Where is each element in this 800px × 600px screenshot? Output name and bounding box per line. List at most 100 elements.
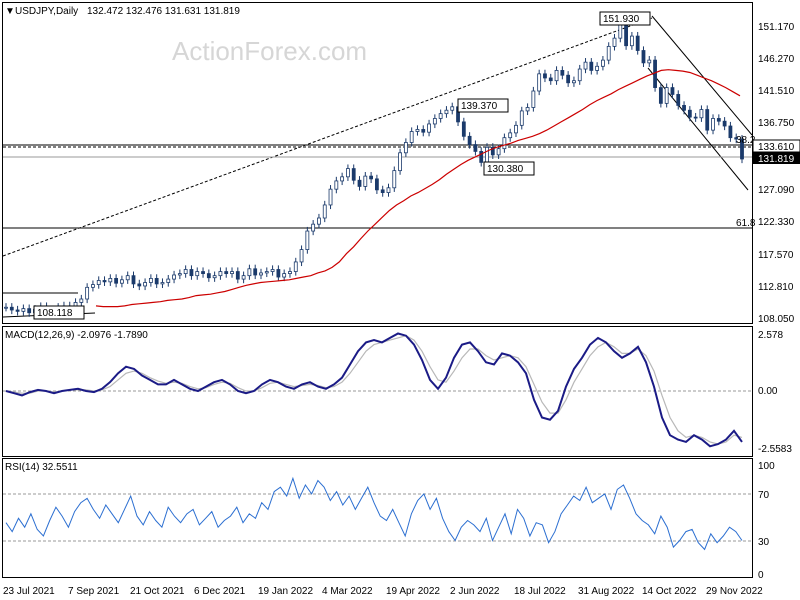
macd-tick: 2.578 bbox=[758, 330, 783, 341]
price-candle bbox=[392, 170, 397, 189]
price-candle bbox=[508, 132, 513, 139]
price-candle bbox=[682, 105, 686, 111]
price-candle bbox=[4, 306, 8, 309]
fib-38-label: 38.2 bbox=[736, 135, 756, 146]
price-candle bbox=[363, 175, 368, 187]
price-candle bbox=[403, 142, 408, 154]
y-tick-label: 112.810 bbox=[758, 282, 794, 293]
price-candle bbox=[218, 271, 223, 277]
price-candle bbox=[21, 308, 26, 312]
price-candle bbox=[658, 87, 663, 104]
price-candle bbox=[340, 176, 345, 182]
price-candle bbox=[554, 70, 559, 82]
price-candle bbox=[641, 50, 646, 64]
channel-lower bbox=[647, 67, 749, 191]
price-candle bbox=[502, 137, 507, 150]
price-candle bbox=[438, 113, 443, 119]
price-candle bbox=[305, 230, 310, 250]
price-candle bbox=[711, 118, 715, 131]
x-axis: 23 Jul 2021 7 Sep 2021 21 Oct 2021 6 Dec… bbox=[3, 586, 763, 597]
price-candle bbox=[9, 306, 14, 311]
rsi-tick: 100 bbox=[758, 461, 775, 472]
rsi-line bbox=[5, 476, 743, 551]
price-candle bbox=[577, 68, 582, 82]
price-candle bbox=[143, 282, 147, 287]
macd-tick: -2.5583 bbox=[758, 444, 792, 455]
price-candle bbox=[293, 261, 298, 272]
price-candle bbox=[548, 77, 553, 82]
y-tick-label: 136.750 bbox=[758, 118, 795, 129]
price-candle bbox=[102, 280, 107, 283]
price-candle bbox=[415, 129, 420, 132]
price-title: USDJPY,Daily bbox=[15, 6, 78, 17]
price-candle bbox=[346, 168, 350, 178]
price-candles bbox=[4, 16, 744, 317]
fib-61-label: 61.8 bbox=[736, 218, 756, 229]
price-candle bbox=[206, 273, 211, 279]
macd-tick: 0.00 bbox=[758, 386, 778, 397]
x-tick-label: 4 Mar 2022 bbox=[322, 586, 373, 597]
price-candle bbox=[537, 73, 542, 92]
macd-signal-line bbox=[5, 335, 743, 445]
price-candle bbox=[247, 268, 252, 277]
price-candle bbox=[595, 65, 600, 71]
price-candle bbox=[369, 175, 374, 180]
price-candle bbox=[311, 223, 316, 232]
price-candle bbox=[693, 116, 698, 119]
price-candle bbox=[212, 275, 217, 279]
price-candle bbox=[108, 278, 113, 283]
price-candle bbox=[566, 74, 571, 84]
price-candle bbox=[583, 61, 588, 70]
label-108118: 108.118 bbox=[37, 308, 73, 319]
price-candle bbox=[91, 284, 95, 288]
price-candle bbox=[670, 87, 675, 95]
price-candle bbox=[687, 109, 692, 118]
price-candle bbox=[172, 274, 176, 280]
rsi-title: RSI(14) 32.5511 bbox=[5, 462, 78, 473]
price-candle bbox=[601, 59, 605, 67]
price-candle bbox=[374, 178, 379, 191]
price-candle bbox=[519, 110, 524, 126]
macd-title: MACD(12,26,9) -2.0976 -1.7890 bbox=[5, 330, 148, 341]
price-candle bbox=[85, 286, 90, 300]
price-candle bbox=[629, 35, 634, 47]
label-139370-box bbox=[457, 98, 509, 113]
price-candle bbox=[427, 123, 431, 133]
price-candle bbox=[317, 217, 321, 225]
y-tick-label: 141.510 bbox=[758, 86, 795, 97]
moving-average-line bbox=[95, 69, 741, 308]
price-candle bbox=[160, 282, 165, 285]
dropdown-triangle-icon[interactable]: ▼ bbox=[5, 6, 15, 17]
price-candle bbox=[177, 273, 182, 276]
price-candle bbox=[485, 146, 489, 163]
label-139370: 139.370 bbox=[461, 101, 498, 112]
y-tick-label: 108.050 bbox=[758, 314, 795, 325]
price-candle bbox=[728, 125, 733, 139]
price-candle bbox=[560, 70, 565, 76]
price-candle bbox=[195, 271, 200, 277]
y-tick-label: 117.570 bbox=[758, 250, 794, 261]
price-candle bbox=[79, 298, 84, 303]
price-candle bbox=[166, 278, 171, 283]
rsi-tick: 0 bbox=[758, 570, 764, 581]
price-candle bbox=[328, 188, 333, 206]
price-candle bbox=[125, 275, 130, 281]
price-candle bbox=[589, 61, 594, 71]
x-tick-label: 14 Oct 2022 bbox=[642, 586, 697, 597]
price-candle bbox=[740, 138, 744, 160]
price-candle bbox=[288, 271, 292, 275]
price-candle bbox=[409, 131, 414, 143]
price-candle bbox=[496, 148, 501, 156]
price-ohlc: 132.472 132.476 131.631 131.819 bbox=[87, 6, 240, 17]
price-candle bbox=[525, 107, 530, 112]
price-candle bbox=[230, 271, 234, 275]
price-candle bbox=[154, 278, 159, 285]
price-candle bbox=[322, 204, 327, 219]
price-y-axis: 151.170 146.270 141.510 136.750 133.610 … bbox=[752, 22, 800, 325]
y-tick-label: 151.170 bbox=[758, 22, 795, 33]
price-candle bbox=[380, 189, 385, 194]
x-tick-label: 19 Jan 2022 bbox=[258, 586, 313, 597]
x-tick-label: 6 Dec 2021 bbox=[194, 586, 246, 597]
price-candle bbox=[543, 73, 547, 79]
trendline-long bbox=[2, 17, 653, 257]
